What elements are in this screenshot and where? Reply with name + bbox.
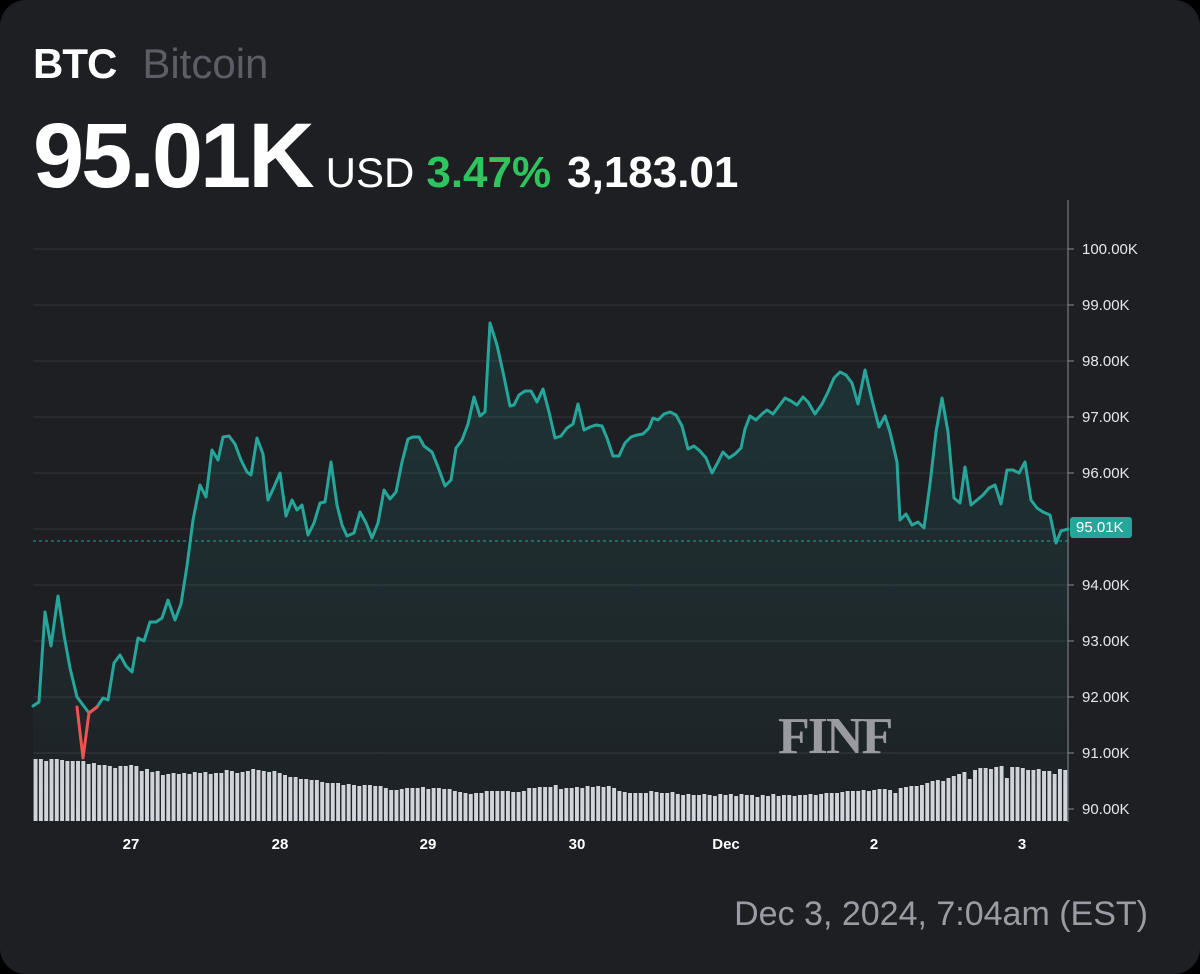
watermark-logo: FINF xyxy=(778,717,892,757)
svg-text:94.00K: 94.00K xyxy=(1082,577,1130,594)
svg-text:3: 3 xyxy=(1018,836,1026,853)
current-price: 95.01K xyxy=(33,105,315,207)
price-line xyxy=(31,321,1070,715)
timestamp: Dec 3, 2024, 7:04am (EST) xyxy=(734,895,1148,933)
svg-text:99.00K: 99.00K xyxy=(1082,297,1130,314)
ticker-symbol: BTC xyxy=(33,40,117,87)
svg-text:93.00K: 93.00K xyxy=(1082,633,1130,650)
currency-label: USD xyxy=(325,149,415,196)
price-line-down-segment xyxy=(75,705,99,760)
asset-header: BTC Bitcoin xyxy=(33,40,268,88)
svg-text:96.00K: 96.00K xyxy=(1082,465,1130,482)
svg-text:98.00K: 98.00K xyxy=(1082,353,1130,370)
svg-text:Dec: Dec xyxy=(712,836,740,853)
svg-text:92.00K: 92.00K xyxy=(1082,689,1130,706)
svg-text:97.00K: 97.00K xyxy=(1082,409,1130,426)
asset-name: Bitcoin xyxy=(142,40,269,87)
change-absolute: 3,183.01 xyxy=(567,148,739,197)
change-percent: 3.47% xyxy=(426,148,552,197)
svg-text:30: 30 xyxy=(569,836,586,853)
current-price-badge: 95.01K xyxy=(1070,517,1132,538)
x-axis-labels: 27 28 29 30 Dec 2 3 xyxy=(123,836,1027,853)
svg-text:100.00K: 100.00K xyxy=(1082,241,1138,258)
price-header: 95.01K USD 3.47% 3,183.01 xyxy=(33,104,738,209)
svg-text:29: 29 xyxy=(420,836,437,853)
y-axis-labels: 100.00K 99.00K 98.00K 97.00K 96.00K 94.0… xyxy=(1082,241,1138,818)
price-area-fill xyxy=(33,323,1068,822)
svg-text:90.00K: 90.00K xyxy=(1082,801,1130,818)
svg-text:91.00K: 91.00K xyxy=(1082,745,1130,762)
svg-text:27: 27 xyxy=(123,836,140,853)
svg-text:28: 28 xyxy=(272,836,289,853)
y-axis-ticks xyxy=(1068,248,1074,810)
svg-text:2: 2 xyxy=(870,836,878,853)
